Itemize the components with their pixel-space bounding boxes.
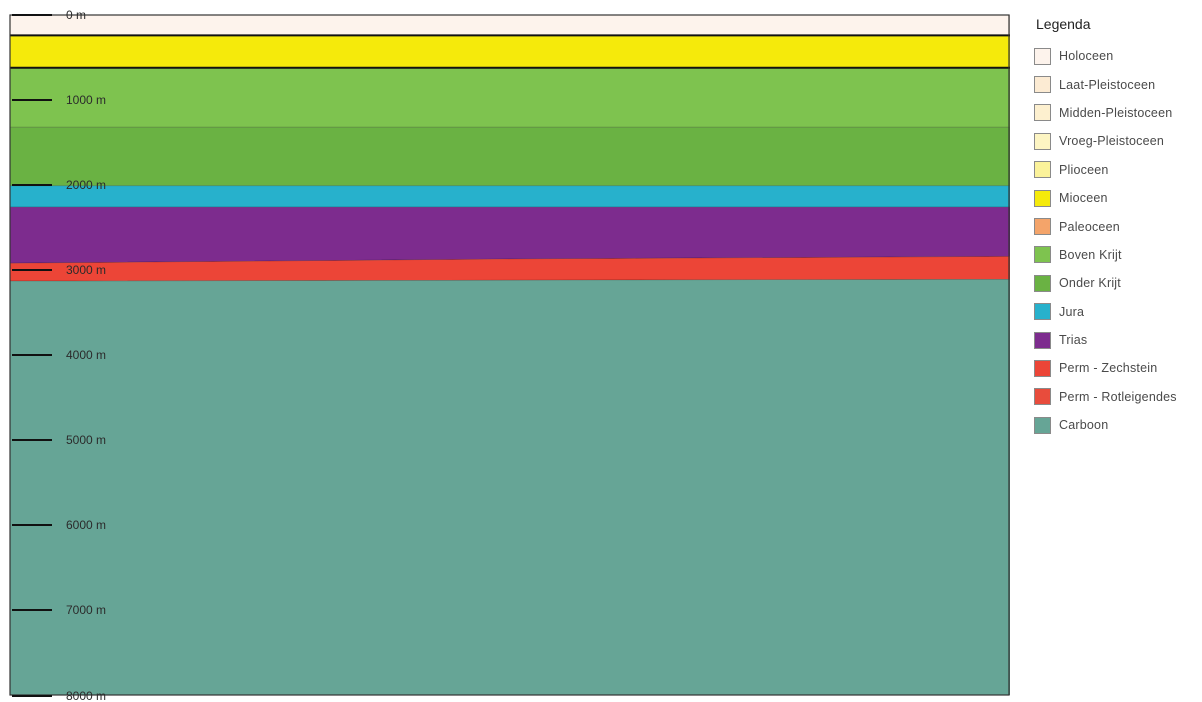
depth-tick-label: 0 m [66, 8, 86, 22]
depth-tick-label: 4000 m [66, 348, 106, 362]
stratum-boven-krijt [9, 67, 1010, 128]
geological-cross-section: 0 m 1000 m 2000 m 3000 m 4000 m 5000 m 6000 m 7… [9, 8, 1010, 702]
legend-item: Boven Krijt [1034, 241, 1200, 269]
stratum-holoceen [9, 14, 1010, 36]
legend-label: Paleoceen [1059, 219, 1120, 234]
stratum-onder-krijt [9, 126, 1010, 187]
legend-swatch [1034, 246, 1051, 264]
legend-swatch [1034, 218, 1051, 236]
legend-swatch [1034, 132, 1051, 150]
depth-tick-label: 1000 m [66, 93, 106, 107]
legend-item: Carboon [1034, 411, 1200, 439]
legend-label: Perm - Zechstein [1059, 361, 1158, 376]
strata-layer [9, 14, 1010, 696]
legend-items: Holoceen Laat-Pleistoceen Midden-Pleistoce… [1034, 42, 1200, 439]
legend-swatch [1034, 303, 1051, 321]
depth-tick-label: 8000 m [66, 689, 106, 702]
legend-swatch [1034, 331, 1051, 349]
legend-item: Perm - Zechstein [1034, 354, 1200, 382]
legend-label: Midden-Pleistoceen [1059, 105, 1173, 120]
stratum-jura [9, 185, 1010, 208]
legend-swatch [1034, 104, 1051, 122]
legend-label: Trias [1059, 333, 1088, 348]
legend-swatch [1034, 359, 1051, 377]
legend-label: Carboon [1059, 418, 1109, 433]
legend-label: Holoceen [1059, 49, 1114, 64]
legend-label: Vroeg-Pleistoceen [1059, 134, 1165, 149]
legend-item: Mioceen [1034, 184, 1200, 212]
legend-item: Perm - Rotleigendes [1034, 383, 1200, 411]
legend-item: Trias [1034, 326, 1200, 354]
legend-swatch [1034, 47, 1051, 65]
depth-axis: 0 m 1000 m 2000 m 3000 m 4000 m 5000 m 6000 m 7… [12, 8, 106, 702]
legend-item: Paleoceen [1034, 212, 1200, 240]
legend-label: Boven Krijt [1059, 247, 1122, 262]
legend-label: Onder Krijt [1059, 276, 1121, 291]
legend-item: Vroeg-Pleistoceen [1034, 127, 1200, 155]
legend-item: Laat-Pleistoceen [1034, 70, 1200, 98]
legend-swatch [1034, 189, 1051, 207]
legend-swatch [1034, 388, 1051, 406]
depth-tick-label: 6000 m [66, 518, 106, 532]
legend-swatch [1034, 416, 1051, 434]
legend-title: Legenda [1036, 16, 1091, 32]
stratum-trias [9, 206, 1010, 264]
legend-item: Holoceen [1034, 42, 1200, 70]
legend-item: Midden-Pleistoceen [1034, 99, 1200, 127]
section-frame [9, 14, 1010, 696]
legend-label: Jura [1059, 304, 1085, 319]
legend-label: Perm - Rotleigendes [1059, 389, 1177, 404]
depth-tick-label: 7000 m [66, 603, 106, 617]
legend-label: Laat-Pleistoceen [1059, 77, 1156, 92]
stratum-carboon [9, 278, 1010, 696]
stratum-mioceen [9, 35, 1010, 68]
legend-item: Onder Krijt [1034, 269, 1200, 297]
legend: Legenda Holoceen Laat-Pleistoceen Midden-P… [1034, 8, 1200, 439]
legend-label: Plioceen [1059, 162, 1109, 177]
legend-item: Jura [1034, 298, 1200, 326]
legend-swatch [1034, 76, 1051, 94]
depth-tick-label: 5000 m [66, 433, 106, 447]
depth-tick-label: 3000 m [66, 263, 106, 277]
depth-tick-label: 2000 m [66, 178, 106, 192]
legend-swatch [1034, 161, 1051, 179]
legend-label: Mioceen [1059, 191, 1108, 206]
legend-swatch [1034, 274, 1051, 292]
legend-item: Plioceen [1034, 156, 1200, 184]
